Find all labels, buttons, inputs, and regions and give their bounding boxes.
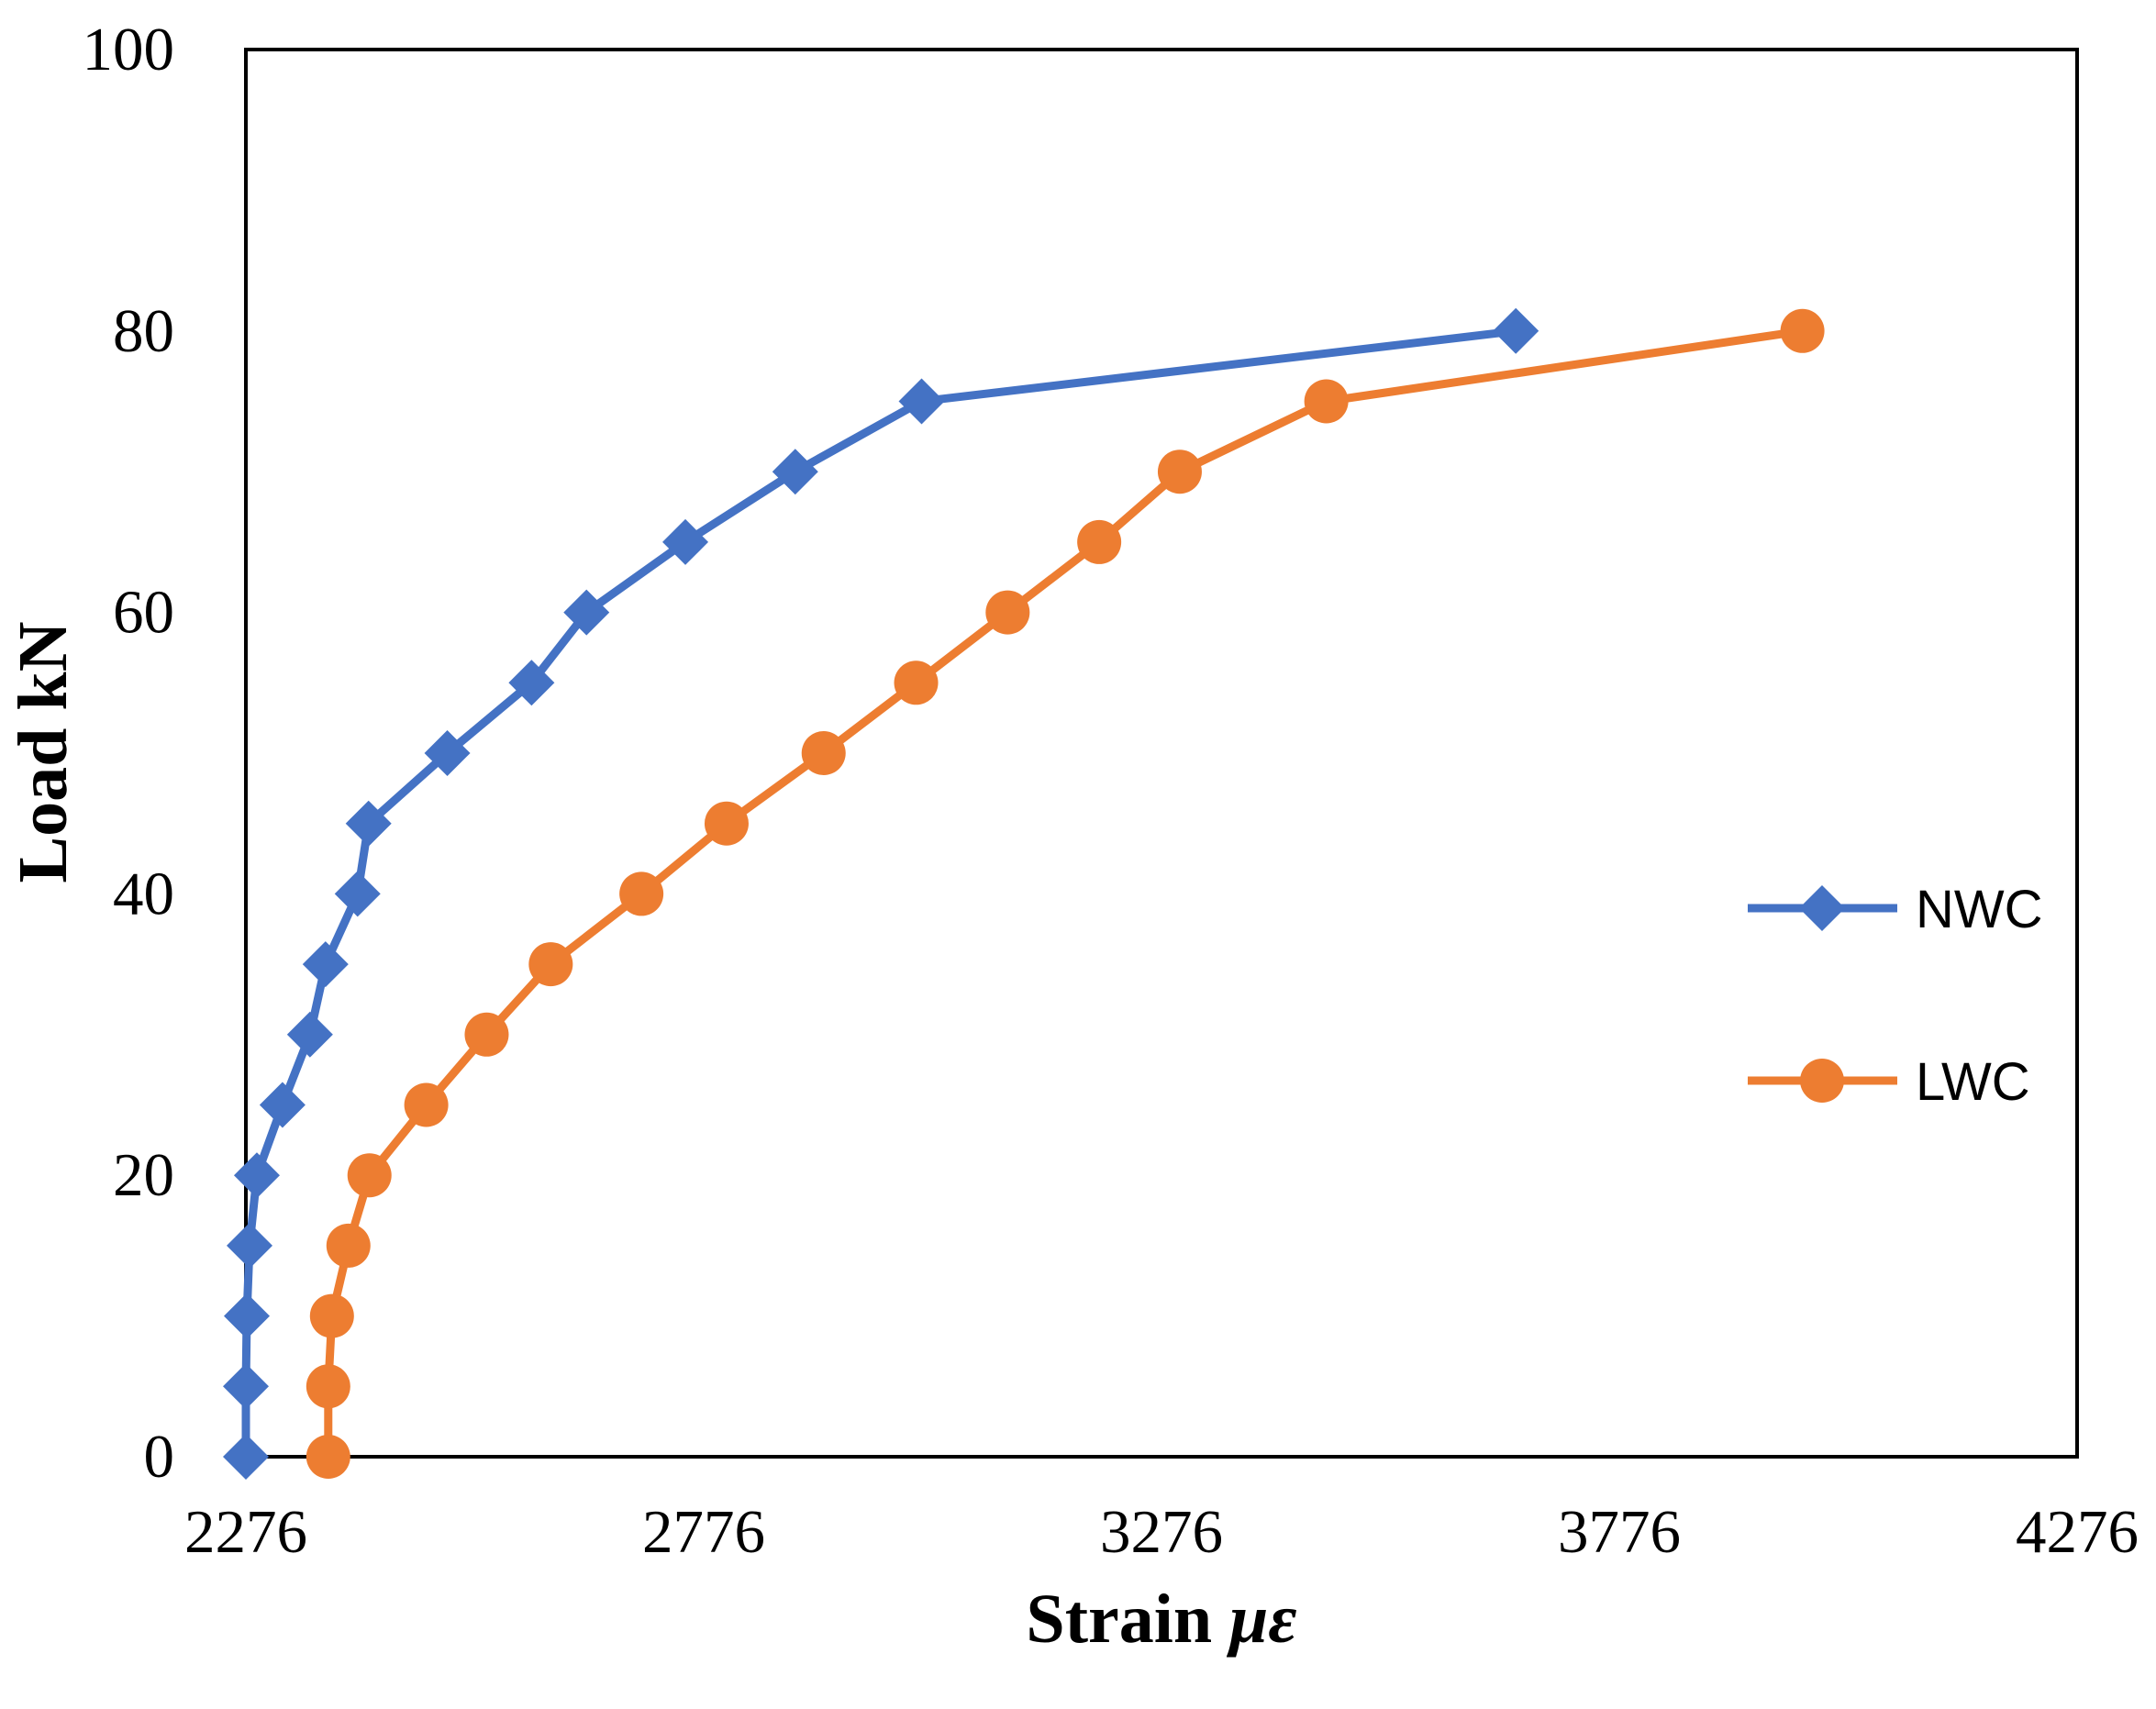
y-axis-ticks: 0 20 40 60 80 100 [83,16,175,1491]
data-point-lwc [704,801,749,846]
data-point-lwc [619,871,664,916]
data-point-nwc [345,800,392,847]
y-axis-title: Load kN [5,621,82,882]
data-point-nwc [223,1363,269,1410]
data-point-nwc [508,660,555,706]
data-point-lwc [306,1364,350,1409]
series-nwc [223,307,1539,1480]
data-point-nwc [233,1152,280,1199]
y-tick-label: 0 [144,1423,175,1491]
series-layer [223,307,1825,1480]
legend-marker-nwc [1799,885,1845,931]
data-point-lwc [404,1082,449,1127]
data-point-nwc [259,1082,306,1128]
data-point-nwc [223,1293,270,1339]
y-tick-label: 60 [113,579,174,647]
x-tick-label: 2276 [184,1498,307,1566]
data-point-lwc [1077,519,1122,564]
data-point-lwc [306,1435,350,1479]
data-point-nwc [286,1011,333,1058]
x-axis-ticks: 2276 2776 3276 3776 4276 [184,1498,2139,1566]
data-point-nwc [223,1434,269,1480]
x-axis-title: Strain με [1026,1581,1296,1658]
legend-item-lwc: LWC [1748,1052,2030,1112]
x-tick-label: 4276 [2016,1498,2139,1566]
legend-label-lwc: LWC [1916,1052,2030,1112]
x-tick-label: 3776 [1558,1498,1681,1566]
data-point-nwc [424,730,471,776]
data-point-lwc [347,1153,392,1198]
data-point-lwc [326,1223,371,1268]
legend: NWC LWC [1748,880,2043,1112]
x-tick-label: 2776 [642,1498,765,1566]
y-tick-label: 20 [113,1141,174,1209]
data-point-lwc [894,660,939,705]
legend-label-nwc: NWC [1916,880,2043,939]
x-axis-title-text: Strain [1026,1581,1212,1658]
legend-item-nwc: NWC [1748,880,2043,939]
data-point-nwc [1493,307,1539,354]
data-point-lwc [528,942,573,987]
data-point-lwc [1780,308,1825,353]
data-point-nwc [334,871,381,917]
data-point-nwc [226,1222,272,1269]
x-axis-title-symbol: με [1226,1581,1296,1658]
data-point-nwc [563,589,610,636]
data-point-lwc [1157,449,1202,494]
y-tick-label: 100 [83,16,175,83]
data-point-nwc [302,941,349,988]
data-point-lwc [1304,379,1349,424]
x-tick-label: 3276 [1100,1498,1223,1566]
data-point-nwc [898,378,945,425]
data-point-nwc [662,518,709,565]
data-point-lwc [464,1012,509,1057]
plot-area [244,48,2079,1459]
data-point-lwc [801,731,846,775]
series-lwc [306,308,1825,1479]
data-point-lwc [985,590,1030,635]
y-tick-label: 80 [113,297,174,365]
legend-marker-lwc [1800,1059,1844,1103]
y-tick-label: 40 [113,860,174,927]
data-point-lwc [309,1293,354,1338]
data-point-nwc [772,449,818,495]
